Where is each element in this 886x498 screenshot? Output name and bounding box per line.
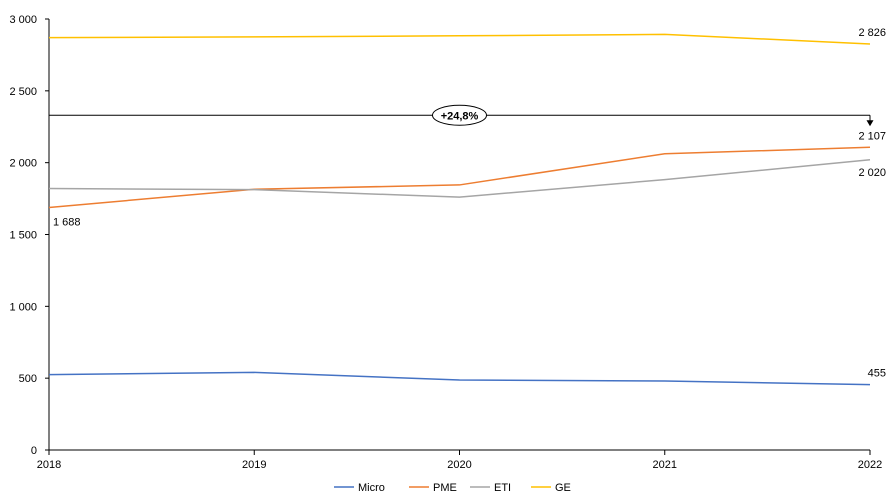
annotation-text: +24,8% <box>441 110 479 122</box>
y-axis: 0 500 1 000 1 500 2 000 2 500 3 000 <box>9 14 50 457</box>
data-labels: 1 688 2 826 2 107 2 020 455 <box>53 27 886 380</box>
data-label-eti: 2 020 <box>858 167 886 179</box>
y-tick-label: 0 <box>31 445 37 457</box>
legend-label-eti: ETI <box>494 482 511 494</box>
y-tick-label: 1 500 <box>9 230 37 242</box>
series-line-eti <box>48 159 871 198</box>
series-line-ge <box>48 33 871 45</box>
growth-annotation: +24,8% <box>48 104 874 208</box>
y-tick-label: 2 000 <box>9 158 37 170</box>
y-tick-label: 500 <box>19 373 37 385</box>
series-line-pme <box>48 146 871 209</box>
y-tick-label: 3 000 <box>9 14 37 26</box>
x-axis: 2018 2019 2020 2021 2022 <box>37 449 882 471</box>
y-tick-label: 1 000 <box>9 301 37 313</box>
annotation-arrowhead <box>866 120 874 127</box>
data-label-ge: 2 826 <box>858 27 886 39</box>
legend-label-pme: PME <box>433 482 457 494</box>
series-line-micro <box>48 371 871 386</box>
y-tick-label: 2 500 <box>9 86 37 98</box>
series-lines <box>48 33 871 386</box>
x-tick-label: 2018 <box>37 459 61 471</box>
annotation-bubble <box>432 104 487 126</box>
data-label-micro: 455 <box>868 368 886 380</box>
x-tick-label: 2021 <box>653 459 677 471</box>
data-label-pme: 1 688 <box>53 216 81 228</box>
x-tick-label: 2022 <box>858 459 882 471</box>
legend-label-ge: GE <box>555 482 571 494</box>
x-tick-label: 2019 <box>242 459 266 471</box>
legend: Micro PME ETI GE <box>334 482 571 494</box>
legend-label-micro: Micro <box>358 482 385 494</box>
x-tick-label: 2020 <box>447 459 471 471</box>
data-label-pme: 2 107 <box>858 130 886 142</box>
